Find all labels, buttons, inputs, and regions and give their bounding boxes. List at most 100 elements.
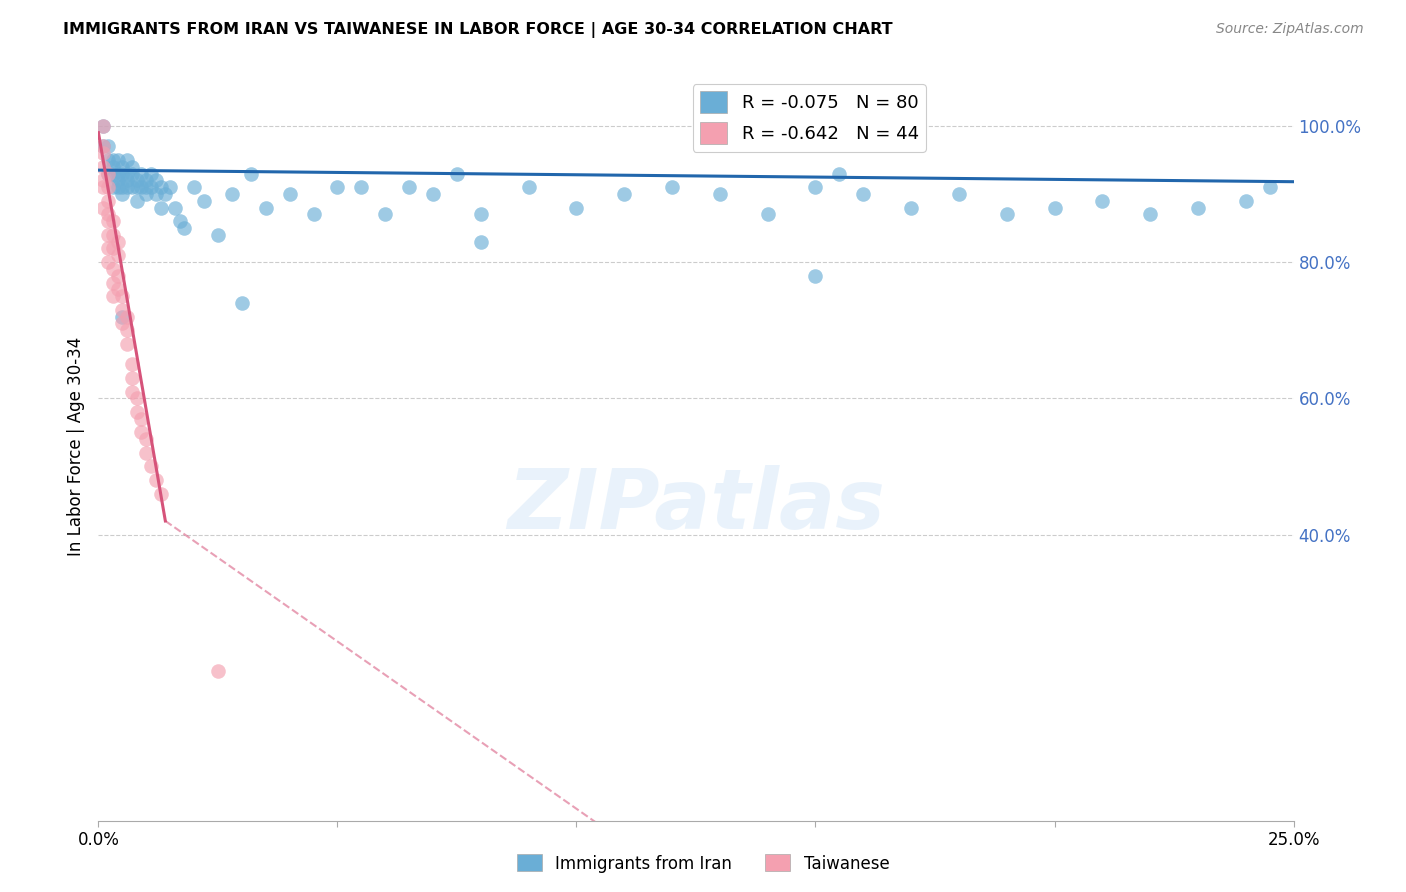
Point [125, 173, 148, 187]
Point [115, 173, 138, 187]
Point [91, 160, 114, 174]
Point [111, 310, 134, 324]
Point [135, 186, 157, 201]
Point [97, 180, 120, 194]
Point [107, 282, 129, 296]
Point [97, 255, 120, 269]
Point [135, 173, 157, 187]
Point [115, 153, 138, 167]
Point [111, 302, 134, 317]
Point [97, 194, 120, 208]
Y-axis label: In Labor Force | Age 30-34: In Labor Force | Age 30-34 [66, 336, 84, 556]
Point [121, 180, 143, 194]
Point [115, 323, 138, 337]
Point [91, 139, 114, 153]
Point [97, 167, 120, 181]
Point [155, 186, 177, 201]
Point [97, 207, 120, 221]
Point [193, 194, 215, 208]
Point [107, 167, 129, 181]
Point [139, 167, 162, 181]
Point [111, 186, 134, 201]
Point [97, 167, 120, 181]
Legend: R = -0.075   N = 80, R = -0.642   N = 44: R = -0.075 N = 80, R = -0.642 N = 44 [693, 84, 927, 152]
Point [111, 167, 134, 181]
Point [169, 214, 191, 228]
Point [107, 180, 129, 194]
Point [125, 180, 148, 194]
Point [101, 160, 124, 174]
Point [121, 384, 143, 399]
Text: Source: ZipAtlas.com: Source: ZipAtlas.com [1216, 22, 1364, 37]
Point [1187, 201, 1209, 215]
Point [852, 186, 875, 201]
Point [97, 139, 120, 153]
Point [398, 180, 420, 194]
Point [470, 207, 492, 221]
Point [661, 180, 683, 194]
Point [91, 119, 114, 133]
Point [135, 432, 157, 446]
Point [115, 167, 138, 181]
Point [517, 180, 540, 194]
Point [107, 268, 129, 283]
Legend: Immigrants from Iran, Taiwanese: Immigrants from Iran, Taiwanese [510, 847, 896, 880]
Point [139, 459, 162, 474]
Point [115, 336, 138, 351]
Point [183, 180, 205, 194]
Point [131, 425, 153, 440]
Point [101, 276, 124, 290]
Point [91, 119, 114, 133]
Point [111, 180, 134, 194]
Point [828, 167, 851, 181]
Point [135, 180, 157, 194]
Point [111, 289, 134, 303]
Point [221, 186, 243, 201]
Point [302, 207, 325, 221]
Point [101, 167, 124, 181]
Point [91, 180, 114, 194]
Point [565, 201, 588, 215]
Point [97, 242, 120, 256]
Point [446, 167, 468, 181]
Point [1043, 201, 1066, 215]
Point [948, 186, 970, 201]
Point [804, 180, 827, 194]
Point [145, 173, 167, 187]
Point [1234, 194, 1257, 208]
Point [91, 139, 114, 153]
Point [149, 201, 172, 215]
Point [135, 446, 157, 460]
Point [91, 146, 114, 161]
Point [350, 180, 373, 194]
Point [125, 392, 148, 406]
Point [145, 186, 167, 201]
Point [254, 201, 277, 215]
Point [207, 227, 229, 242]
Text: ZIPatlas: ZIPatlas [508, 466, 884, 547]
Point [995, 207, 1018, 221]
Point [173, 221, 195, 235]
Point [121, 167, 143, 181]
Point [115, 180, 138, 194]
Point [149, 486, 172, 500]
Point [125, 405, 148, 419]
Point [374, 207, 396, 221]
Point [149, 180, 172, 194]
Point [101, 242, 124, 256]
Point [97, 153, 120, 167]
Point [231, 296, 253, 310]
Point [131, 411, 153, 425]
Point [159, 180, 181, 194]
Point [101, 214, 124, 228]
Point [101, 289, 124, 303]
Point [101, 261, 124, 276]
Point [709, 186, 731, 201]
Point [900, 201, 922, 215]
Point [278, 186, 301, 201]
Point [756, 207, 779, 221]
Point [111, 160, 134, 174]
Point [1091, 194, 1114, 208]
Point [139, 180, 162, 194]
Point [1139, 207, 1161, 221]
